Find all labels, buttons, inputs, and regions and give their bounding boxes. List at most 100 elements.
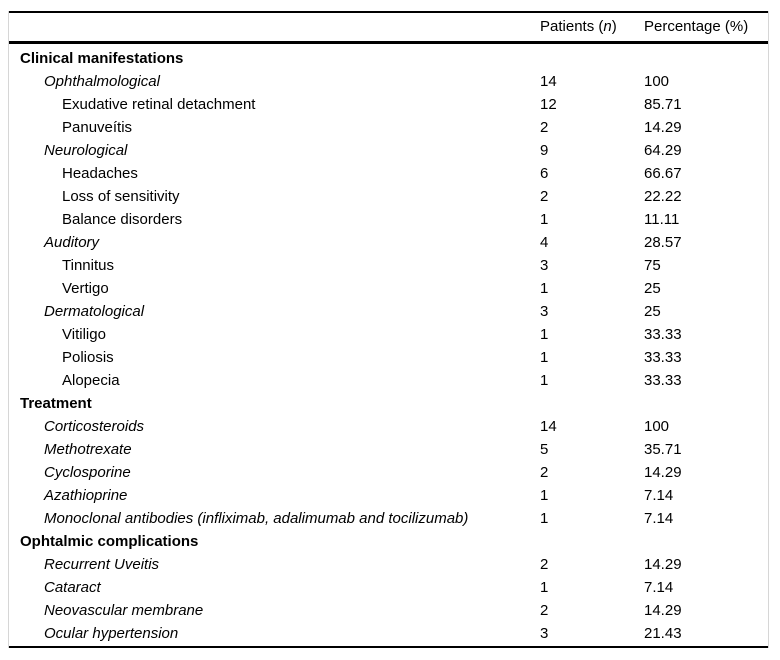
row-percentage-value: 14.29 [644,464,682,481]
row-percentage-value: 25 [644,303,661,320]
row-percentage-value: 22.22 [644,188,682,205]
row-patients-value: 2 [540,188,549,205]
row-patients-value: 2 [540,464,549,481]
row-label: Ocular hypertension [44,625,179,642]
row-label: Azathioprine [44,487,128,504]
row-patients-value: 14 [540,73,557,90]
row-percentage-value: 14.29 [644,556,682,573]
table-body: Clinical manifestations Ophthalmological 1… [9,44,768,646]
header-rule [9,41,768,44]
table-row: Ophtalmic complications [9,530,768,553]
row-patients-value: 2 [540,556,549,573]
row-label: Vitiligo [62,326,106,343]
row-percentage-value: 25 [644,280,661,297]
row-patients-value: 1 [540,510,549,527]
row-label: Neovascular membrane [44,602,204,619]
table-row: Vertigo 1 25 [9,277,768,300]
row-percentage-value: 11.11 [644,211,680,228]
row-label: Ophthalmological [44,73,160,90]
row-percentage-value: 64.29 [644,142,682,159]
row-label: Vertigo [62,280,109,297]
table-row: Monoclonal antibodies (infliximab, adali… [9,507,768,530]
row-label: Exudative retinal detachment [62,96,256,113]
row-label: Neurological [44,142,128,159]
row-percentage-value: 21.43 [644,625,682,642]
row-patients-value: 3 [540,257,549,274]
row-percentage-value: 33.33 [644,349,682,366]
row-label: Clinical manifestations [20,50,184,67]
table-row: Neurological 9 64.29 [9,139,768,162]
row-label: Loss of sensitivity [62,188,180,205]
row-patients-value: 1 [540,487,549,504]
table-row: Loss of sensitivity 2 22.22 [9,185,768,208]
table-row: Panuveítis 2 14.29 [9,116,768,139]
row-patients-value: 12 [540,96,557,113]
row-percentage-value: 7.14 [644,487,674,504]
table-row: Corticosteroids 14 100 [9,415,768,438]
row-patients-value: 3 [540,625,549,642]
row-label: Cyclosporine [44,464,131,481]
row-patients-value: 1 [540,280,549,297]
column-header-percentage: Percentage (%) [644,18,749,35]
table-row: Poliosis 1 33.33 [9,346,768,369]
row-label: Headaches [62,165,138,182]
row-patients-value: 5 [540,441,549,458]
row-patients-value: 3 [540,303,549,320]
table-row: Azathioprine 1 7.14 [9,484,768,507]
table-row: Dermatological 3 25 [9,300,768,323]
table-row: Alopecia 1 33.33 [9,369,768,392]
table-row: Cataract 1 7.14 [9,576,768,599]
table-header: Patients (n) Percentage (%) [9,13,768,41]
row-label: Treatment [20,395,92,412]
row-label: Recurrent Uveitis [44,556,160,573]
table-row: Cyclosporine 2 14.29 [9,461,768,484]
row-label: Balance disorders [62,211,183,228]
row-label: Panuveítis [62,119,133,136]
row-label: Monoclonal antibodies (infliximab, adali… [44,510,469,527]
row-label: Alopecia [62,372,120,389]
row-percentage-value: 33.33 [644,372,682,389]
table-row: Recurrent Uveitis 2 14.29 [9,553,768,576]
row-label: Poliosis [62,349,114,366]
row-percentage-value: 14.29 [644,602,682,619]
row-patients-value: 2 [540,602,549,619]
row-patients-value: 1 [540,326,549,343]
row-percentage-value: 66.67 [644,165,682,182]
row-patients-value: 2 [540,119,549,136]
row-percentage-value: 7.14 [644,510,674,527]
table-row: Headaches 6 66.67 [9,162,768,185]
row-patients-value: 9 [540,142,549,159]
table-row: Balance disorders 1 11.11 [9,208,768,231]
table-row: Ophthalmological 14 100 [9,70,768,93]
row-patients-value: 4 [540,234,549,251]
patients-header-prefix: Patients ( [540,18,604,35]
row-percentage-value: 28.57 [644,234,682,251]
patients-header-symbol: n [603,18,612,35]
row-percentage-value: 33.33 [644,326,682,343]
row-label: Cataract [44,579,101,596]
row-label: Auditory [44,234,100,251]
row-percentage-value: 75 [644,257,661,274]
row-label: Methotrexate [44,441,132,458]
row-percentage-value: 100 [644,418,670,435]
row-label: Ophtalmic complications [20,533,199,550]
table-row: Methotrexate 5 35.71 [9,438,768,461]
row-label: Tinnitus [62,257,114,274]
row-percentage-value: 7.14 [644,579,674,596]
row-patients-value: 6 [540,165,549,182]
row-patients-value: 1 [540,211,549,228]
top-rule [9,11,768,13]
table-row: Neovascular membrane 2 14.29 [9,599,768,622]
table-row: Treatment [9,392,768,415]
row-percentage-value: 100 [644,73,670,90]
table-row: Tinnitus 3 75 [9,254,768,277]
table-row: Clinical manifestations [9,47,768,70]
table-row: Ocular hypertension 3 21.43 [9,622,768,645]
row-patients-value: 1 [540,579,549,596]
column-header-patients: Patients (n) [540,13,617,41]
row-percentage-value: 14.29 [644,119,682,136]
table-row: Exudative retinal detachment 12 85.71 [9,93,768,116]
row-percentage-value: 35.71 [644,441,682,458]
row-percentage-value: 85.71 [644,96,682,113]
